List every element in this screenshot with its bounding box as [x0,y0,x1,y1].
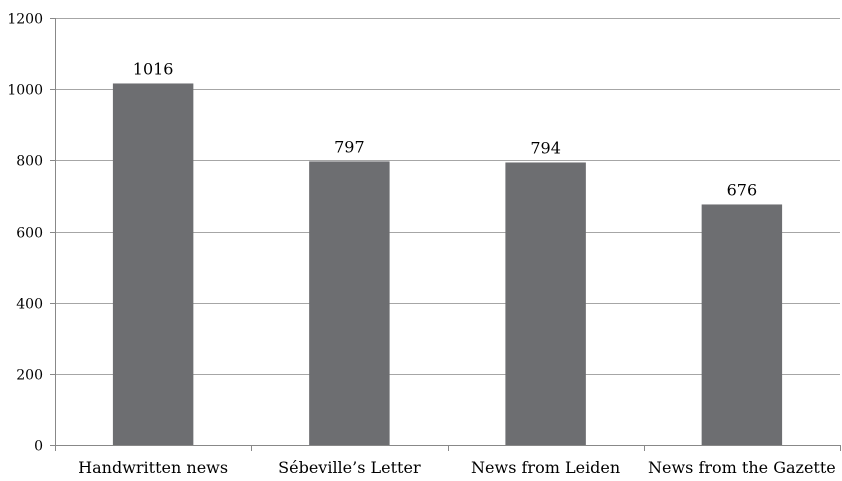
y-tick-label: 0 [34,439,43,455]
data-label: 1016 [133,59,174,78]
bar [701,204,783,445]
y-tick-label: 1000 [7,83,43,99]
data-label: 797 [334,137,365,156]
x-category-label: Handwritten news [78,458,228,477]
x-category-label: Sébeville’s Letter [278,458,421,477]
bar [112,83,194,446]
data-label: 794 [530,138,561,157]
y-tick-label: 400 [16,297,43,313]
bar [505,162,586,446]
y-tick-label: 1200 [7,12,43,28]
y-tick-label: 200 [16,368,43,384]
y-tick-label: 800 [16,154,43,170]
axes [50,18,841,451]
y-tick-label: 600 [16,226,43,242]
x-category-label: News from the Gazette [648,458,836,477]
bar [309,161,390,446]
labels: 0 200 400 600 800 1000 1200 1016 Handwritten new… [7,12,835,478]
x-category-label: News from Leiden [471,458,620,477]
bars [112,83,783,446]
data-label: 676 [727,180,758,199]
